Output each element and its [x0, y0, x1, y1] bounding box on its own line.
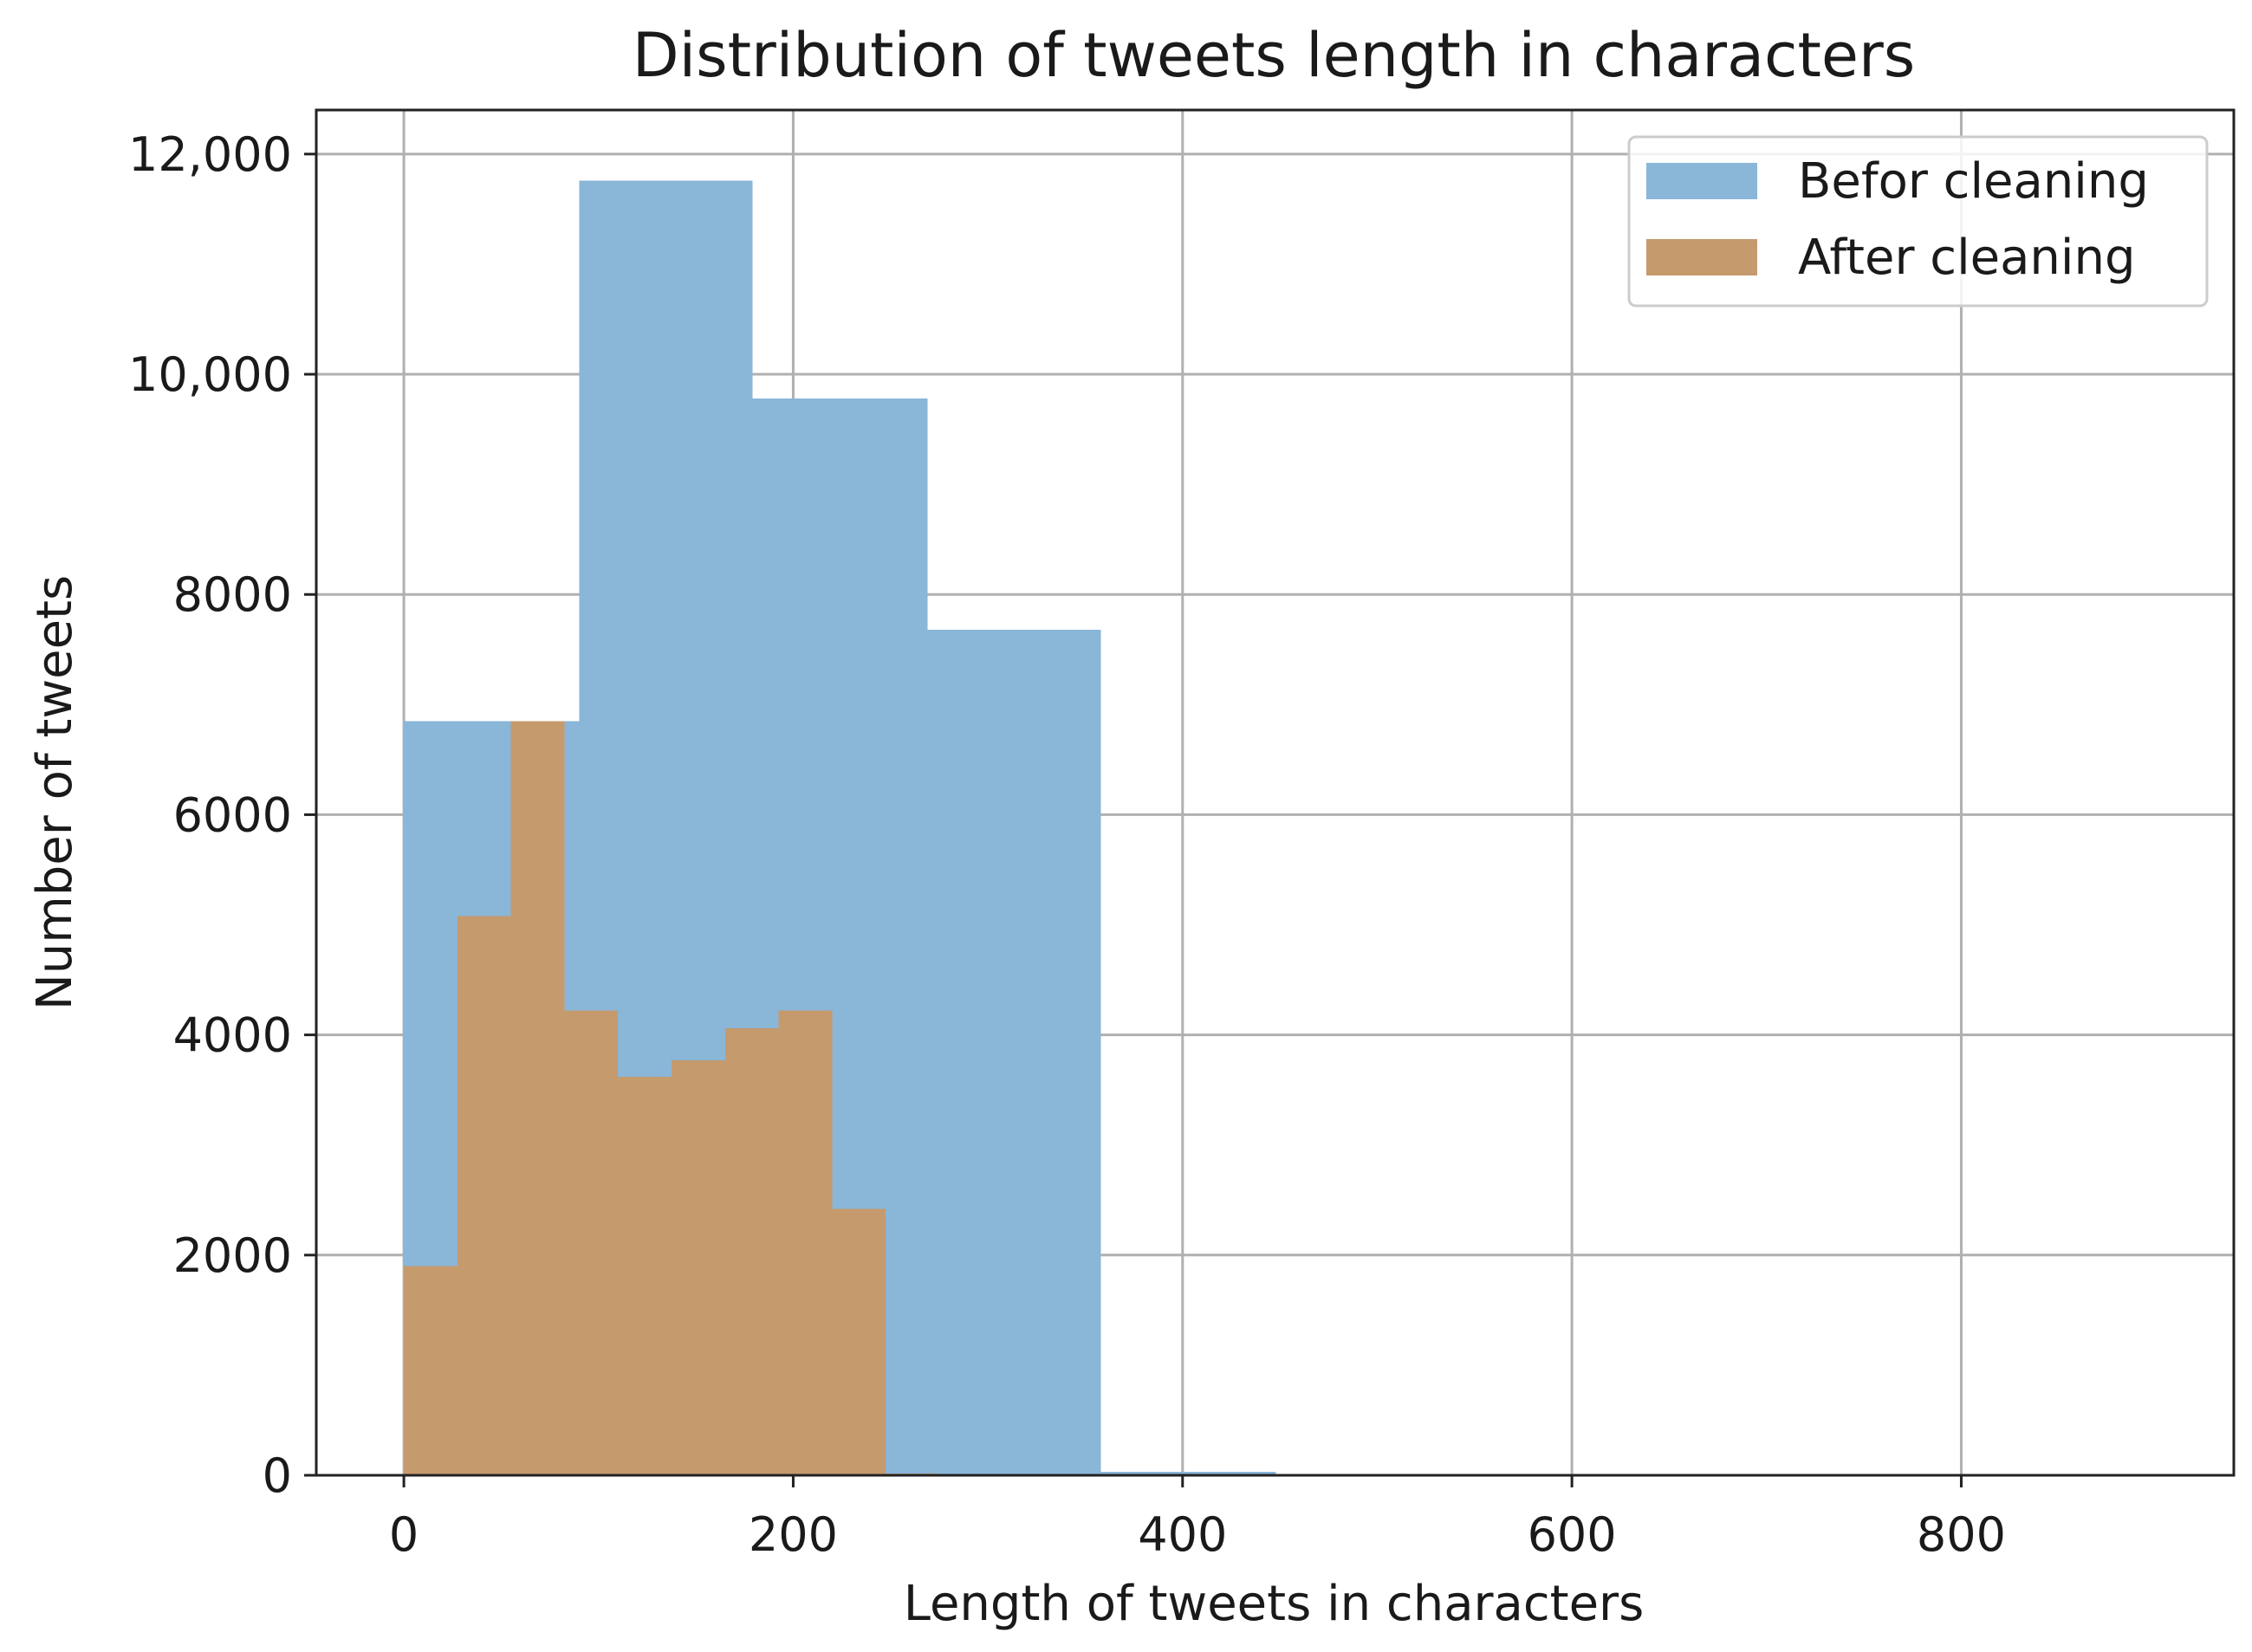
bar-after-cleaning-8: [832, 1208, 886, 1475]
plot-frame: [315, 108, 2236, 1477]
legend-box: [1627, 135, 2209, 308]
series-after-cleaning: [404, 721, 939, 1475]
y-tick-label-8000: 8000: [173, 567, 292, 622]
plot-border: [315, 108, 2236, 1477]
x-axis-label: Length of tweets in characters: [904, 1576, 1645, 1632]
y-tick-label-4000: 4000: [173, 1008, 292, 1063]
bar-befor-cleaning-3: [927, 629, 1101, 1475]
x-axis-ticks: 0 200 400 600 800: [389, 1475, 2006, 1562]
y-tick-label-6000: 6000: [173, 787, 292, 842]
x-tick-label-600: 600: [1528, 1507, 1617, 1562]
y-tick-label-0: 0: [263, 1448, 292, 1503]
y-tick-label-10-000: 10,000: [128, 347, 292, 402]
legend-swatch-after-cleaning: [1646, 239, 1757, 275]
bar-befor-cleaning-4: [1100, 1472, 1276, 1475]
y-tick-label-2000: 2000: [173, 1228, 292, 1283]
y-axis-label: Number of tweets: [27, 575, 83, 1010]
x-tick-label-200: 200: [749, 1507, 838, 1562]
bar-after-cleaning-1: [457, 916, 511, 1475]
y-axis-ticks: 0 2000 4000 6000 8000 10,000 12,000: [128, 127, 316, 1503]
x-tick-label-400: 400: [1138, 1507, 1227, 1562]
bar-after-cleaning-6: [724, 1027, 779, 1475]
x-tick-label-0: 0: [389, 1507, 419, 1562]
bar-after-cleaning-0: [404, 1266, 458, 1475]
x-tick-label-800: 800: [1917, 1507, 2006, 1562]
chart-title: Distribution of tweets length in charact…: [633, 20, 1915, 91]
bar-after-cleaning-5: [672, 1059, 725, 1475]
y-tick-label-12-000: 12,000: [128, 127, 292, 182]
bar-after-cleaning-3: [564, 1010, 619, 1475]
bar-after-cleaning-4: [618, 1076, 672, 1475]
bar-after-cleaning-7: [778, 1010, 833, 1475]
legend-label-after-cleaning: After cleaning: [1798, 230, 2135, 286]
legend: Befor cleaning After cleaning: [1627, 135, 2209, 308]
legend-label-befor-cleaning: Befor cleaning: [1798, 153, 2149, 210]
legend-swatch-befor-cleaning: [1646, 163, 1757, 199]
bar-after-cleaning-2: [510, 721, 565, 1475]
